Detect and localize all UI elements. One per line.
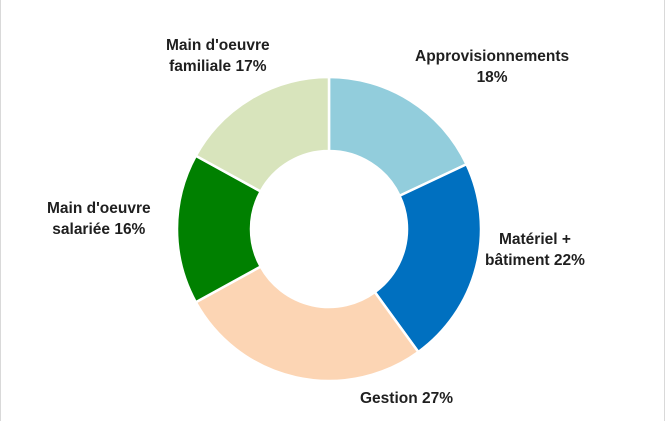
label-mo-salariee-line1: Main d'oeuvre bbox=[47, 200, 151, 217]
slice-materiel-batiment bbox=[373, 162, 483, 354]
label-materiel-batiment: Matériel + bâtiment 22% bbox=[485, 229, 585, 271]
label-mo-salariee: Main d'oeuvre salariée 16% bbox=[47, 198, 151, 240]
slice-approvisionnements bbox=[327, 75, 469, 198]
label-mo-salariee-line2: salariée 16% bbox=[52, 221, 146, 238]
label-mo-familiale: Main d'oeuvre familiale 17% bbox=[166, 35, 270, 77]
label-approvisionnements: Approvisionnements 18% bbox=[415, 46, 569, 88]
label-mo-familiale-line1: Main d'oeuvre bbox=[166, 37, 270, 54]
label-gestion: Gestion 27% bbox=[360, 388, 453, 409]
label-approvisionnements-line2: 18% bbox=[476, 69, 508, 86]
label-mo-familiale-line2: familiale 17% bbox=[169, 58, 267, 75]
slice-mo-familiale bbox=[194, 75, 331, 194]
slice-gestion bbox=[194, 264, 421, 383]
label-materiel-batiment-line1: Matériel + bbox=[498, 231, 571, 248]
label-gestion-line1: Gestion 27% bbox=[360, 390, 454, 407]
label-approvisionnements-line1: Approvisionnements bbox=[415, 48, 570, 65]
label-materiel-batiment-line2: bâtiment 22% bbox=[485, 252, 585, 269]
